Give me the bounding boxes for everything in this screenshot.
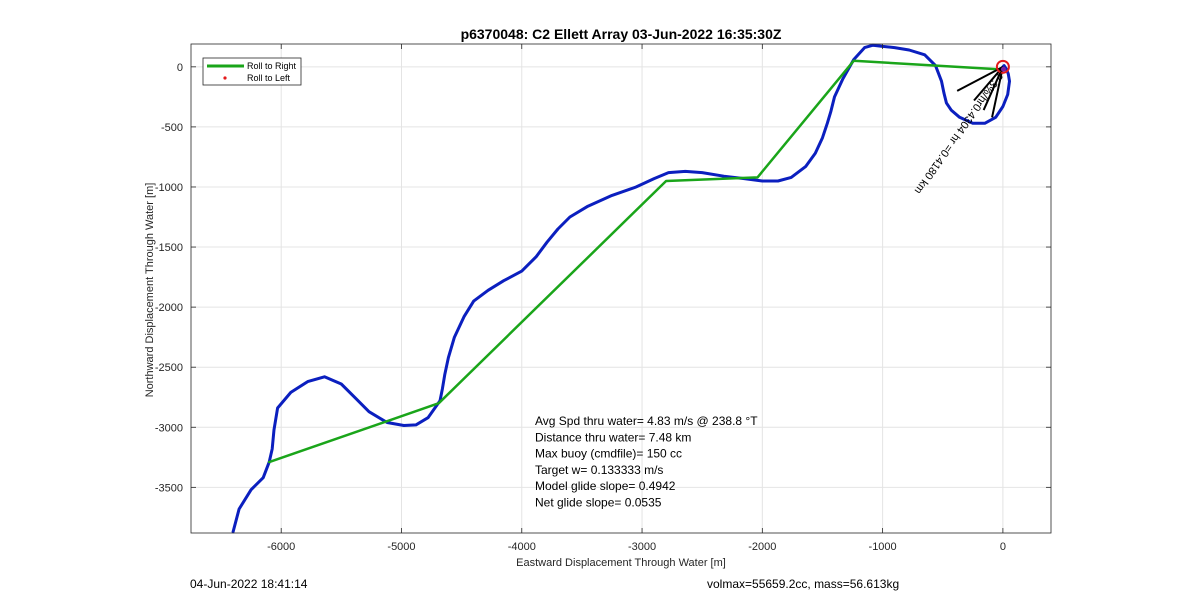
- x-tick-label: -1000: [869, 541, 897, 553]
- x-tick-label: -4000: [508, 541, 536, 553]
- legend-label: Roll to Left: [247, 73, 291, 83]
- footer-mass-info: volmax=55659.2cc, mass=56.613kg: [707, 577, 900, 591]
- x-tick-label: -6000: [267, 541, 295, 553]
- y-tick-label: -1500: [155, 242, 183, 254]
- green-roll-line: [267, 59, 1000, 464]
- current-vector-line: [982, 66, 1004, 111]
- stats-line: Distance thru water= 7.48 km: [535, 430, 691, 444]
- legend[interactable]: Roll to Right Roll to Left: [202, 57, 302, 86]
- legend-box: [202, 57, 302, 86]
- glider-track-line: [231, 43, 1011, 534]
- axes: -6000 -5000 -4000 -3000 -2000 -1000 0 0 -500 -100…: [155, 43, 1052, 553]
- chart-title: p6370048: C2 Ellett Array 03-Jun-2022 16…: [461, 26, 782, 42]
- y-tick-label: -2000: [155, 302, 183, 314]
- footer-timestamp: 04-Jun-2022 18:41:14: [190, 577, 308, 591]
- stats-line: Max buoy (cmdfile)= 150 cc: [535, 447, 682, 461]
- current-vector-line: [956, 65, 1004, 92]
- legend-label: Roll to Right: [247, 61, 297, 71]
- grid-lines: [191, 44, 1051, 533]
- end-point-marker: [1000, 66, 1006, 72]
- plot-frame: [190, 43, 1052, 534]
- y-tick-label: -3500: [155, 482, 183, 494]
- y-tick-label: 0: [177, 62, 183, 74]
- x-tick-label: 0: [1000, 541, 1006, 553]
- y-tick-label: -1000: [155, 182, 183, 194]
- stats-line: Target w= 0.133333 m/s: [535, 463, 663, 477]
- stats-annotation: Avg Spd thru water= 4.83 m/s @ 238.8 °T D…: [535, 414, 758, 510]
- start-point-marker: [995, 59, 1010, 74]
- stats-line: Avg Spd thru water= 4.83 m/s @ 238.8 °T: [535, 414, 758, 428]
- y-axis-label: Northward Displacement Through Water [m]: [144, 183, 156, 398]
- y-tick-label: -500: [161, 122, 183, 134]
- current-vector-line: [991, 66, 1004, 118]
- stats-line: Net glide slope= 0.0535: [535, 496, 662, 510]
- rotated-annotation: -2.3%/hr0.4304 hr =0.4180 km: [912, 67, 1007, 196]
- y-tick-label: -2500: [155, 362, 183, 374]
- x-axis-label: Eastward Displacement Through Water [m]: [516, 557, 726, 569]
- current-vector-line: [973, 66, 1004, 102]
- stats-line: Model glide slope= 0.4942: [535, 479, 676, 493]
- x-tick-label: -5000: [387, 541, 415, 553]
- x-tick-label: -3000: [628, 541, 656, 553]
- legend-marker-dot: [223, 76, 227, 80]
- y-tick-label: -3000: [155, 422, 183, 434]
- x-tick-label: -2000: [748, 541, 776, 553]
